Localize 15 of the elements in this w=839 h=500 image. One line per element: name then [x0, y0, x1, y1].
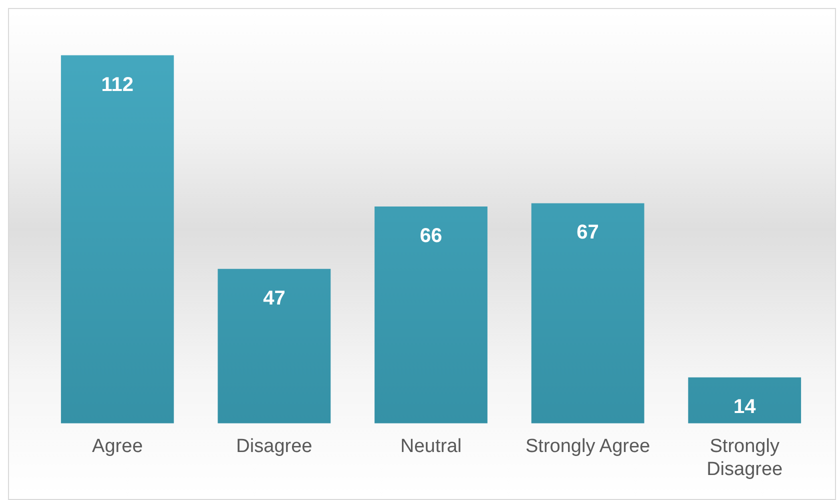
data-label: 47	[263, 287, 286, 310]
data-label: 14	[733, 396, 757, 418]
x-tick-label: Disagree	[236, 436, 312, 458]
x-tick-label: Strongly Disagree	[706, 436, 783, 480]
data-label: 67	[576, 222, 599, 244]
x-tick-label: Neutral	[400, 436, 462, 458]
x-tick-label: Agree	[92, 436, 143, 458]
bar	[218, 268, 331, 424]
bar	[60, 55, 174, 424]
bar	[531, 203, 644, 424]
bar	[688, 377, 802, 424]
data-label: 112	[101, 74, 134, 96]
bar	[374, 206, 488, 424]
x-tick-label: Strongly Agree	[525, 436, 650, 458]
data-label: 66	[420, 224, 442, 247]
